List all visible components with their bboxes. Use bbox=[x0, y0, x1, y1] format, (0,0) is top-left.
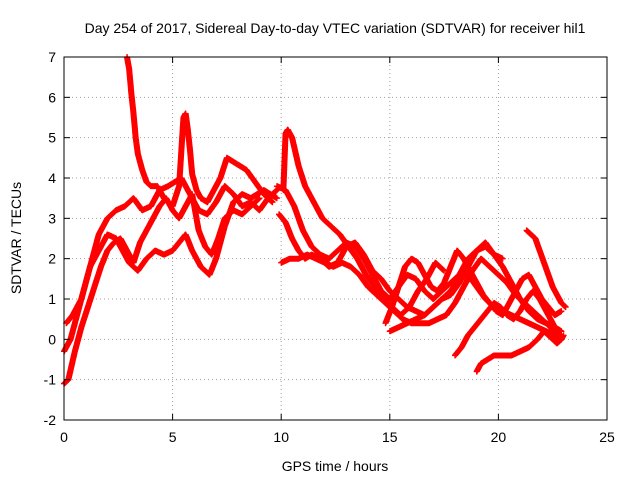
series-markers bbox=[278, 251, 563, 343]
x-tick-label: 25 bbox=[599, 429, 615, 445]
series-track-7 bbox=[273, 183, 506, 302]
series-track-12 bbox=[523, 227, 569, 311]
series-markers bbox=[386, 239, 565, 335]
y-tick-label: 2 bbox=[48, 251, 56, 267]
series-track-8 bbox=[278, 251, 563, 343]
axis-ticks: 0 5 10 15 20 25 -2 -1 0 1 2 3 4 5 6 7 bbox=[44, 49, 615, 445]
chart-title: Day 254 of 2017, Sidereal Day-to-day VTE… bbox=[85, 20, 586, 36]
plot-frame bbox=[63, 56, 608, 421]
y-tick-label: 6 bbox=[48, 89, 56, 105]
y-tick-label: 1 bbox=[48, 291, 56, 307]
x-tick-label: 10 bbox=[273, 429, 289, 445]
y-tick-label: 7 bbox=[48, 49, 56, 65]
y-tick-label: 4 bbox=[48, 170, 56, 186]
series-track-3 bbox=[124, 54, 276, 210]
series-markers bbox=[523, 227, 569, 311]
y-tick-label: 3 bbox=[48, 210, 56, 226]
y-tick-label: 0 bbox=[48, 331, 56, 347]
data-series bbox=[61, 54, 569, 387]
x-tick-label: 20 bbox=[491, 429, 507, 445]
series-track-4 bbox=[61, 191, 263, 387]
series-markers bbox=[452, 287, 563, 359]
y-tick-label: -1 bbox=[44, 372, 57, 388]
y-tick-label: 5 bbox=[48, 130, 56, 146]
series-track-13 bbox=[452, 287, 563, 359]
series-track-11 bbox=[473, 328, 567, 375]
x-axis-label: GPS time / hours bbox=[282, 458, 389, 474]
series-markers bbox=[473, 328, 567, 375]
x-tick-label: 15 bbox=[382, 429, 398, 445]
series-markers bbox=[61, 191, 263, 387]
x-tick-label: 0 bbox=[60, 429, 68, 445]
x-tick-label: 5 bbox=[169, 429, 177, 445]
series-track-10 bbox=[386, 239, 565, 335]
series-markers bbox=[273, 183, 506, 302]
y-tick-label: -2 bbox=[44, 412, 57, 428]
grid bbox=[64, 57, 607, 420]
y-axis-label: SDTVAR / TECUs bbox=[8, 182, 24, 294]
series-markers bbox=[124, 54, 276, 210]
